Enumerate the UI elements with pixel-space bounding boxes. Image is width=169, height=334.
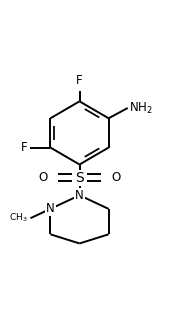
Text: F: F (76, 74, 83, 87)
Text: N: N (46, 202, 55, 215)
Text: N: N (75, 189, 84, 202)
Text: S: S (75, 171, 84, 185)
Text: NH$_2$: NH$_2$ (129, 101, 153, 116)
Text: O: O (39, 171, 48, 184)
Text: O: O (111, 171, 120, 184)
Text: CH$_3$: CH$_3$ (8, 212, 27, 224)
Text: F: F (20, 141, 27, 154)
